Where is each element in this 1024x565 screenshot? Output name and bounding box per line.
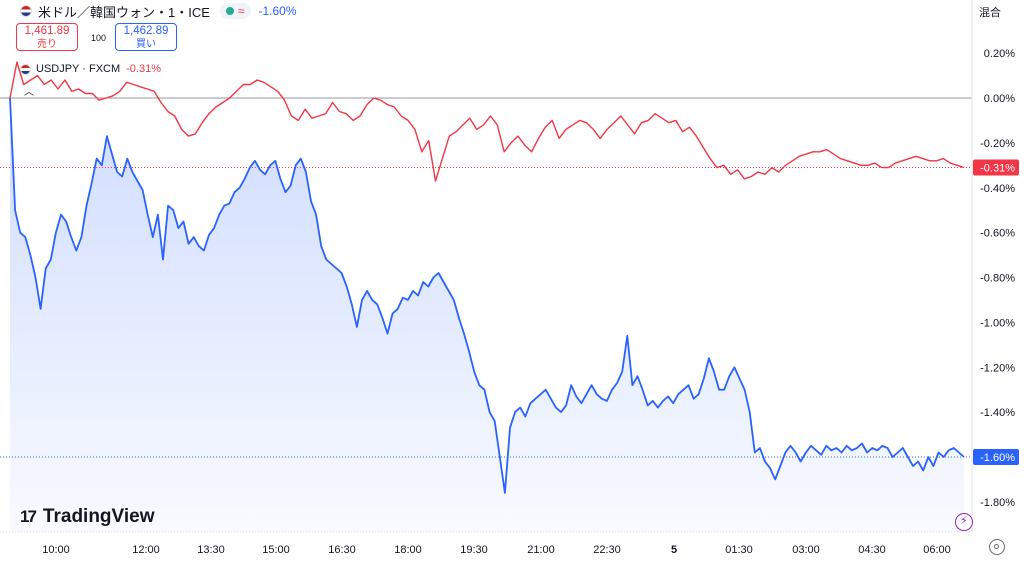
buy-button[interactable]: 1,462.89 買い [115, 23, 177, 51]
y-tick-label: 0.00% [984, 93, 1015, 105]
x-tick-label: 22:30 [593, 544, 621, 556]
main-symbol-title[interactable]: 米ドル／韓国ウォン・1・ICE [38, 4, 210, 20]
settings-gear-icon[interactable] [989, 539, 1005, 555]
x-tick-label: 21:00 [527, 544, 555, 556]
market-status-badge[interactable]: ≈ [219, 3, 251, 19]
compare-change-value: -0.31% [126, 63, 161, 75]
us-flag-icon [20, 5, 32, 17]
compare-symbol[interactable]: USDJPY · FXCM [36, 63, 121, 75]
sell-price: 1,461.89 [24, 25, 70, 37]
y-tick-label: -1.00% [980, 317, 1015, 329]
y-tick-label: -1.40% [980, 407, 1015, 419]
y-tick-label: -0.80% [980, 273, 1015, 285]
quantity-value[interactable]: 100 [91, 33, 107, 43]
x-tick-label: 16:30 [328, 544, 356, 556]
y-tick-label: 0.20% [984, 48, 1015, 60]
last-value-badge [973, 449, 1019, 465]
y-tick-label: -0.40% [980, 183, 1015, 195]
x-tick-label: 04:30 [858, 544, 886, 556]
time-axis[interactable]: 10:00 12:00 13:30 15:00 16:30 18:00 19:30 21:00… [42, 544, 951, 556]
x-tick-label: 12:00 [132, 544, 160, 556]
last-value-label: -0.31% [980, 163, 1015, 175]
last-value-labels: -0.31% -1.60% [973, 159, 1019, 465]
usdjpy-series-line [9, 61, 965, 182]
tradingview-logo[interactable]: 17 TradingView [20, 506, 155, 528]
x-tick-label: 15:00 [262, 544, 290, 556]
lightning-icon[interactable]: ⚡ [955, 513, 973, 531]
last-value-badge [973, 159, 1019, 176]
x-tick-label: 03:00 [792, 544, 820, 556]
usdkrw-series-line [9, 97, 965, 494]
x-tick-label: 06:00 [923, 544, 951, 556]
buy-price: 1,462.89 [123, 25, 169, 37]
x-tick-label: 01:30 [725, 544, 753, 556]
sell-label: 売り [37, 39, 57, 50]
compare-legend[interactable]: USDJPY · FXCM -0.31% [20, 63, 161, 75]
us-flag-icon [20, 63, 31, 75]
tradingview-logo-icon: 17 [20, 507, 37, 526]
y-tick-label: -0.60% [980, 228, 1015, 240]
buy-label: 買い [136, 39, 156, 50]
sell-button[interactable]: 1,461.89 売り [16, 23, 78, 51]
market-open-dot-icon [225, 7, 234, 15]
y-tick-label: -0.20% [980, 138, 1015, 150]
usdkrw-area-fill [10, 98, 964, 532]
y-tick-label: -1.20% [980, 362, 1015, 374]
x-tick-label: 13:30 [197, 544, 225, 556]
x-tick-label: 19:30 [460, 544, 488, 556]
x-tick-label: 5 [671, 544, 677, 556]
price-axis[interactable]: 0.20% 0.00% -0.20% -0.40% -0.60% -0.80% -1.00%… [980, 48, 1015, 509]
x-tick-label: 18:00 [394, 544, 422, 556]
y-tick-label: -1.80% [980, 497, 1015, 509]
collapse-legend-button[interactable]: ︿ [24, 87, 34, 98]
x-tick-label: 10:00 [42, 544, 70, 556]
legend-header[interactable]: 米ドル／韓国ウォン・1・ICE ≈ -1.60% [20, 2, 297, 20]
main-change-value: -1.60% [258, 4, 297, 18]
tradingview-logo-text: TradingView [42, 506, 155, 527]
scale-mode-button[interactable]: 混合 [979, 7, 1001, 19]
last-value-label: -1.60% [980, 452, 1015, 464]
approx-icon: ≈ [237, 4, 245, 18]
